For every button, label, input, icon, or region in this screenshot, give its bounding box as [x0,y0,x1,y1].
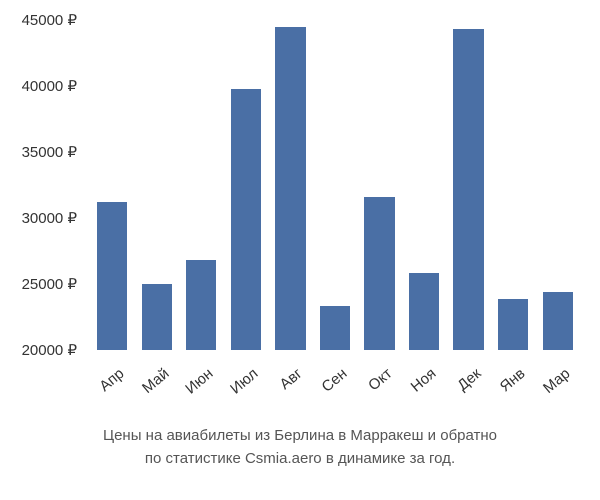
chart-caption: Цены на авиабилеты из Берлина в Марракеш… [0,425,600,470]
x-tick-label: Май [131,365,173,404]
bar [364,197,394,350]
y-axis: 20000 ₽ 25000 ₽ 30000 ₽ 35000 ₽ 40000 ₽ … [0,20,85,350]
bar [275,27,305,350]
x-tick-label: Апр [86,365,128,404]
bar [409,273,439,350]
x-tick-label: Ноя [398,365,440,404]
x-tick-label: Окт [353,365,395,404]
bar [320,306,350,350]
x-tick-label: Сен [309,365,351,404]
x-tick-label: Июл [220,365,262,404]
bar [498,299,528,350]
x-axis-labels: АпрМайИюнИюлАвгСенОктНояДекЯнвМар [90,355,580,415]
bar [453,29,483,350]
x-tick-label: Дек [443,365,485,404]
x-tick-label: Авг [264,365,306,404]
plot-area [90,20,580,350]
bar [142,284,172,350]
y-tick: 40000 ₽ [22,77,77,95]
bar [231,89,261,350]
y-tick: 20000 ₽ [22,341,77,359]
bar [186,260,216,350]
y-tick: 30000 ₽ [22,209,77,227]
x-tick-label: Мар [532,365,574,404]
x-tick-label: Янв [487,365,529,404]
y-tick: 45000 ₽ [22,11,77,29]
caption-line-1: Цены на авиабилеты из Берлина в Марракеш… [0,425,600,448]
x-tick-label: Июн [175,365,217,404]
bar [543,292,573,350]
bar [97,202,127,350]
y-tick: 35000 ₽ [22,143,77,161]
y-tick: 25000 ₽ [22,275,77,293]
bar-chart [90,20,580,350]
caption-line-2: по статистике Csmia.aero в динамике за г… [0,448,600,471]
